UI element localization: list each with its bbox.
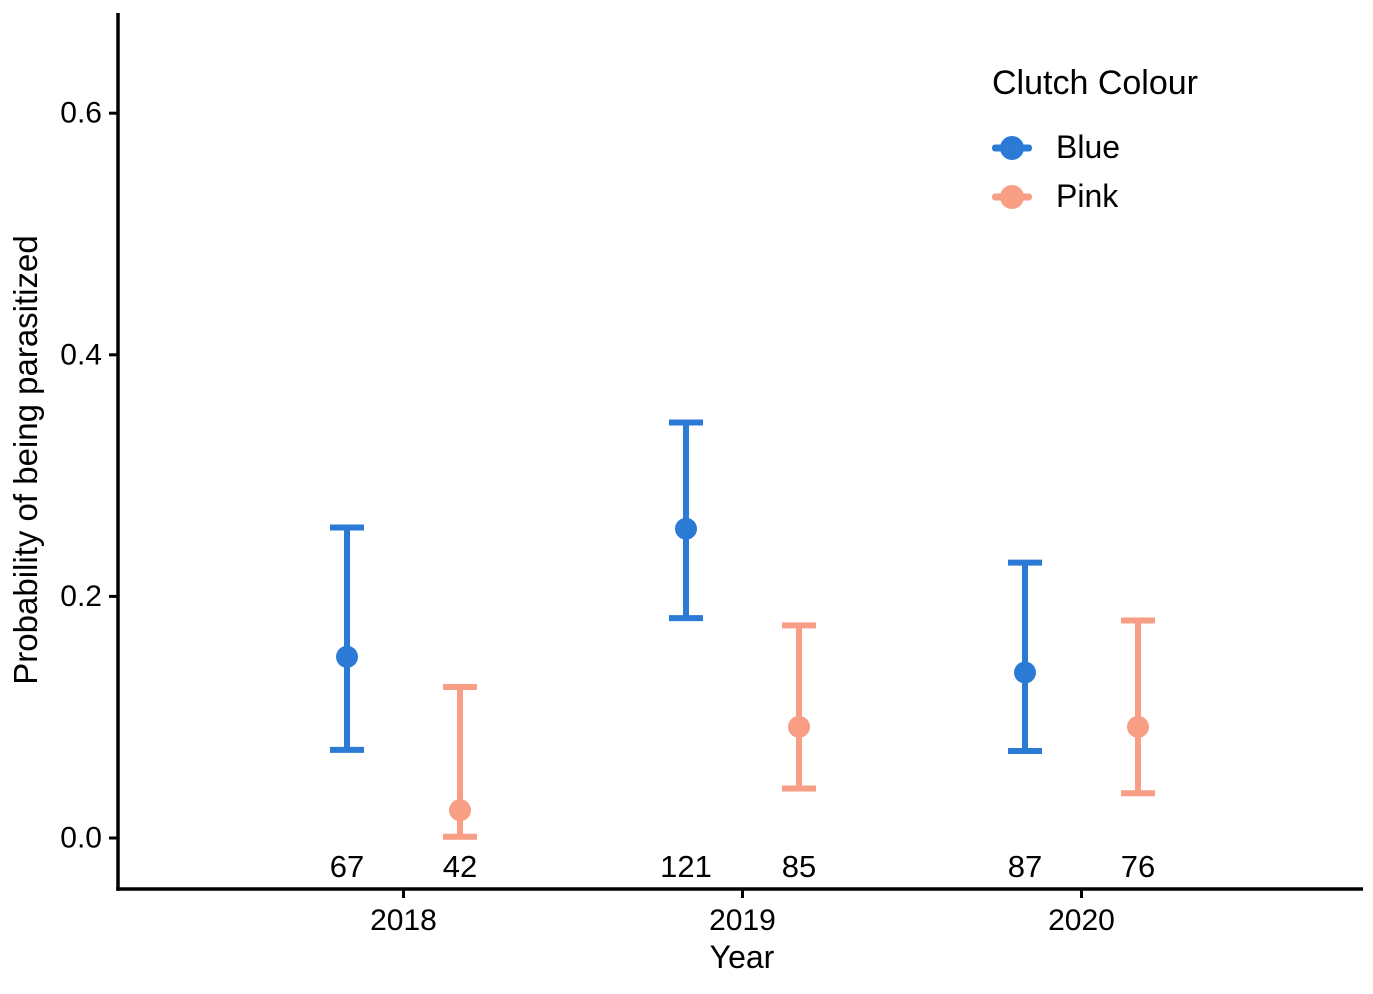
pointrange-key-icon bbox=[992, 135, 1032, 161]
key-dot bbox=[1000, 184, 1024, 209]
y-tick-label: 0.0 bbox=[60, 822, 102, 855]
x-axis-title: Year bbox=[709, 939, 775, 975]
x-tick-label: 2019 bbox=[709, 904, 776, 937]
legend: Clutch Colour Blue Pink bbox=[992, 64, 1198, 221]
data-point bbox=[675, 517, 697, 540]
sample-size-label: 85 bbox=[782, 849, 816, 884]
y-tick-label: 0.4 bbox=[60, 338, 102, 371]
y-tick-label: 0.2 bbox=[60, 580, 102, 613]
legend-title: Clutch Colour bbox=[992, 64, 1198, 102]
data-point bbox=[336, 645, 358, 668]
sample-size-label: 87 bbox=[1008, 849, 1042, 884]
sample-size-label: 42 bbox=[443, 849, 477, 884]
data-point bbox=[449, 799, 471, 822]
legend-item-pink: Pink bbox=[992, 172, 1198, 221]
data-point bbox=[1127, 715, 1149, 738]
legend-item-blue: Blue bbox=[992, 123, 1198, 172]
data-point bbox=[1014, 661, 1036, 684]
pointrange-key-icon bbox=[992, 184, 1032, 210]
sample-size-label: 67 bbox=[330, 849, 364, 884]
legend-item-label: Pink bbox=[1056, 178, 1119, 214]
sample-size-label: 121 bbox=[660, 849, 712, 884]
y-tick-label: 0.6 bbox=[60, 97, 102, 130]
legend-items: Blue Pink bbox=[992, 123, 1198, 221]
sample-size-label: 76 bbox=[1121, 849, 1155, 884]
data-point bbox=[788, 715, 810, 738]
legend-item-label: Blue bbox=[1056, 129, 1121, 165]
key-dot bbox=[1000, 135, 1024, 160]
x-tick-label: 2020 bbox=[1048, 904, 1115, 937]
y-axis-title: Probability of being parasitized bbox=[7, 235, 44, 685]
x-tick-label: 2018 bbox=[370, 904, 437, 937]
